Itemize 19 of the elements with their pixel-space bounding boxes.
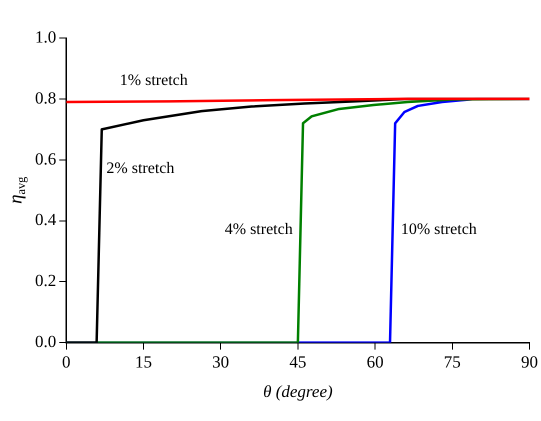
x-tick-label: 15 bbox=[134, 352, 152, 372]
x-tick-label: 60 bbox=[366, 352, 384, 372]
y-tick-label: 0.8 bbox=[35, 88, 56, 108]
y-tick-label: 0.0 bbox=[35, 332, 56, 352]
y-axis-title: ηavg bbox=[5, 176, 28, 204]
x-tick-label: 30 bbox=[212, 352, 230, 372]
x-axis-title: θ (degree) bbox=[263, 382, 333, 402]
y-tick-label: 1.0 bbox=[35, 27, 56, 46]
x-tick-label: 90 bbox=[521, 352, 538, 372]
y-tick-label: 0.6 bbox=[35, 149, 56, 168]
y-tick-label: 0.2 bbox=[35, 271, 56, 290]
y-tick-label: 0.4 bbox=[35, 210, 57, 230]
series-label: 2% stretch bbox=[106, 160, 174, 178]
x-tick-label: 0 bbox=[62, 352, 70, 372]
series-label: 10% stretch bbox=[400, 221, 477, 238]
series-label: 1% stretch bbox=[120, 72, 188, 89]
x-tick-label: 45 bbox=[289, 352, 306, 372]
series-label: 4% stretch bbox=[224, 221, 293, 238]
x-tick-label: 75 bbox=[444, 352, 461, 372]
